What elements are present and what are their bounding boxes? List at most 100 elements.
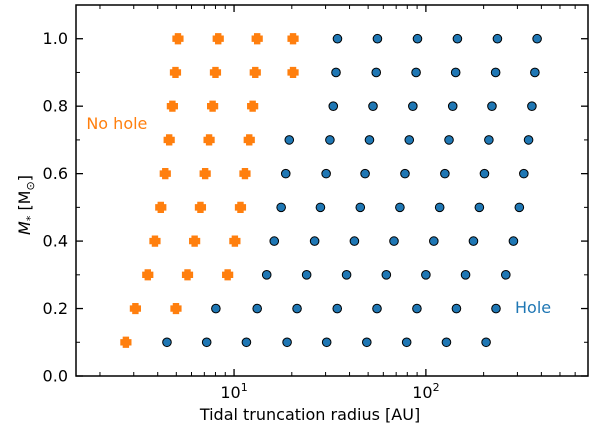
hole-point [530,67,540,78]
y-axis-label: M* [M⊙] [15,175,37,235]
data-points [120,33,542,348]
no-hole-point [287,66,299,79]
hole-point [395,202,405,213]
hole-point [368,101,378,111]
hole-point [241,337,252,348]
no-hole-point [189,235,201,247]
no-hole-point [243,134,255,146]
hole-point [162,337,172,348]
no-hole-point [249,66,261,79]
no-hole-point [163,134,175,146]
hole-point [261,270,272,280]
hole-point [372,33,383,44]
hole-point [301,270,312,280]
x-tick-label: 102 [412,381,439,402]
hole-point [364,135,375,145]
hole-point [309,236,320,246]
hole-point [468,236,479,246]
y-label-subscript: * [24,215,37,221]
no-hole-point [120,336,132,348]
no-hole-point [209,66,222,79]
hole-point [434,202,445,213]
hole-point [284,135,295,145]
hole-point [331,67,341,78]
y-axis-ticks: 0.0 0.2 0.4 0.6 0.8 1.0 [43,4,588,386]
x-axis-label: Tidal truncation radius [AU] [199,405,420,424]
no-hole-point [155,201,167,213]
y-label-symbol: M [15,221,34,235]
x-axis-ticks: 101 102 [99,5,589,402]
hole-point [487,101,497,111]
hole-point [321,337,332,348]
hole-point [444,135,454,145]
hole-point [429,236,439,246]
hole-point [481,337,491,348]
hole-point [460,270,471,280]
hole-point [315,202,326,213]
plot-frame [75,4,589,377]
no-hole-point [149,235,161,247]
hole-point [519,168,529,179]
hole-point [404,135,415,145]
hole-point [332,303,343,314]
hole-point [474,202,485,213]
y-tick-label: 0.8 [43,97,68,116]
hole-point [447,101,458,111]
no-hole-point [142,269,154,281]
hole-point [508,236,519,246]
no-hole-point [203,134,215,146]
no-hole-point [212,33,224,45]
y-tick-label: 1.0 [43,29,68,48]
hole-point [532,33,542,44]
y-tick-label: 0.2 [43,299,68,318]
hole-point [280,168,291,179]
hole-point [360,168,370,179]
no-hole-point [229,235,241,247]
no-hole-point [207,100,219,112]
hole-point [412,303,422,314]
hole-point [451,303,462,314]
y-tick-label: 0.6 [43,164,68,183]
hole-point [479,168,490,179]
no-hole-point [159,168,171,180]
hole-point [421,270,431,280]
hole-point [401,337,412,348]
hole-point [491,303,501,314]
hole-point [349,236,360,246]
hole-point [389,236,399,246]
hole-point [282,337,292,348]
hole-point [292,303,302,314]
no-hole-point [247,100,259,112]
hole-point [527,101,537,111]
hole-point [321,168,331,179]
annotations: No hole Hole [86,114,551,317]
hole-point [411,67,421,78]
hole-point [276,202,286,213]
hole-point [412,33,423,44]
hole-point [440,168,450,179]
hole-point [501,270,511,280]
y-label-unit-subscript: ⊙ [24,181,37,190]
hole-point [400,168,410,179]
hole-point [361,337,372,348]
no-hole-point [239,168,251,180]
hole-point [355,202,366,213]
y-tick-label: 0.0 [43,367,68,386]
hole-point [332,33,343,44]
hole-annotation: Hole [515,298,551,317]
no-hole-point [170,302,182,315]
hole-point [514,202,525,213]
no-hole-point [287,33,299,45]
no-hole-point [234,201,247,213]
hole-point [408,101,418,111]
hole-point [371,67,382,78]
hole-point [523,135,534,145]
hole-point [201,337,212,348]
no-hole-point [222,269,234,281]
no-hole-point [181,269,194,281]
hole-point [381,270,392,280]
hole-point [325,135,335,145]
no-hole-point [199,168,211,180]
hole-point [484,135,494,145]
